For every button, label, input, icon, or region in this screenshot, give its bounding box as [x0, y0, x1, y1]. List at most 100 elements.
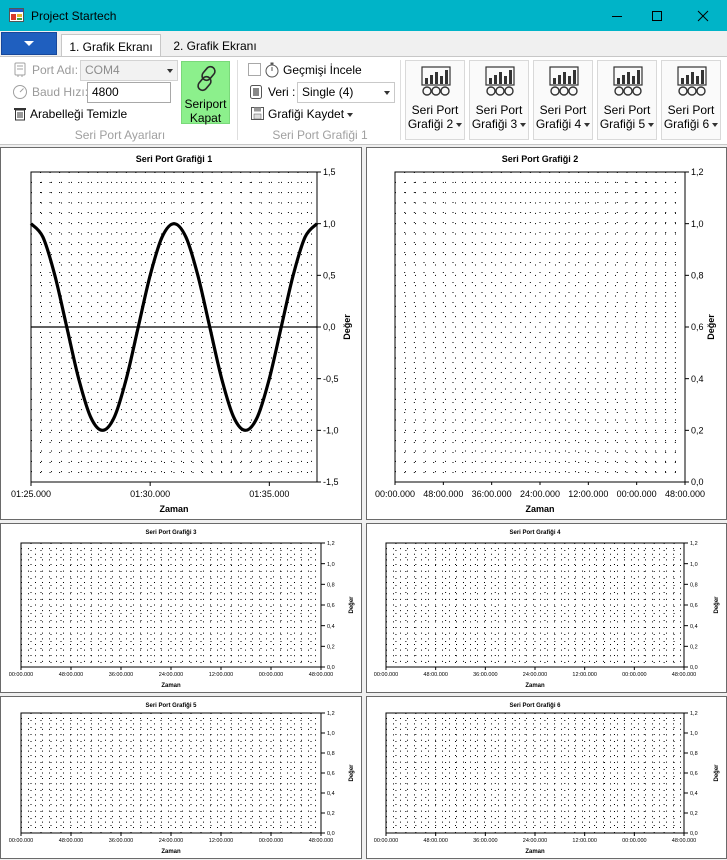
chart-panel-2: Seri Port Grafiği 2 Zaman Değer 1,2 1,0 0,8 0,…: [366, 147, 727, 520]
graph-button-label-2: Grafiği 4: [534, 117, 592, 131]
y-tick-label: 0,8: [690, 751, 698, 757]
trash-icon: [14, 108, 26, 121]
minimize-button[interactable]: [595, 0, 639, 31]
x-axis-label: Zaman: [159, 504, 188, 514]
x-tick-label: 36:00.000: [473, 672, 497, 678]
plot-area: [385, 712, 685, 834]
x-tick-label: 36:00.000: [473, 838, 497, 844]
port-name-select[interactable]: COM4: [80, 60, 178, 81]
x-tick-label: 24:00.000: [523, 672, 547, 678]
chart-2: Seri Port Grafiği 2 Zaman Değer 1,2 1,0 0,8 0,…: [375, 154, 716, 514]
y-tick-label: 0,6: [690, 771, 698, 777]
x-tick-label: 12:00.000: [209, 672, 233, 678]
y-axis-label: Değer: [706, 314, 716, 340]
chart-title: Seri Port Grafiği 4: [509, 530, 561, 536]
plot-area: [20, 712, 322, 834]
graph-button-4[interactable]: Seri Port Grafiği 4: [533, 60, 593, 140]
x-tick-label: 48:00.000: [423, 489, 463, 499]
save-chart-label: Grafiği Kaydet: [268, 107, 345, 121]
chevron-down-icon: [712, 122, 719, 127]
y-axis-label: Değer: [714, 764, 720, 782]
y-tick-label: 0,2: [691, 425, 704, 435]
y-tick-label: 0,8: [327, 582, 335, 588]
baud-rate-value: 4800: [92, 85, 119, 99]
history-label: Geçmişi İncele: [283, 63, 362, 77]
history-checkbox[interactable]: [248, 63, 261, 76]
tab-label: 2. Grafik Ekranı: [173, 39, 257, 53]
y-tick-label: 1,0: [327, 731, 335, 737]
x-tick-label: 00:00.000: [617, 489, 657, 499]
chevron-down-icon: [384, 91, 390, 95]
graph-button-3[interactable]: Seri Port Grafiği 3: [469, 60, 529, 140]
chevron-down-icon: [584, 122, 591, 127]
clear-buffer-button[interactable]: Arabelleği Temizle: [30, 107, 128, 121]
window-title: Project Startech: [31, 9, 117, 23]
port-icon: [14, 62, 26, 77]
graph-button-label-2-text: Grafiği 3: [471, 117, 518, 131]
save-chart-button[interactable]: Grafiği Kaydet: [268, 107, 354, 121]
y-tick-label: -1,0: [323, 425, 339, 435]
graph-button-label-2: Grafiği 3: [470, 117, 528, 131]
y-tick-label: 1,5: [323, 167, 336, 177]
x-tick-label: 00:00.000: [259, 672, 283, 678]
maximize-button[interactable]: [635, 0, 679, 31]
x-tick-label: 01:35.000: [249, 489, 289, 499]
y-tick-label: 0,4: [691, 374, 704, 384]
baud-rate-label: Baud Hızı:: [32, 85, 89, 99]
graph-button-label-2-text: Grafiği 5: [599, 117, 646, 131]
y-tick-label: 0,0: [327, 831, 335, 837]
chart-settings-icon: [677, 66, 707, 96]
group-separator: [237, 60, 238, 140]
x-tick-label: 00:00.000: [374, 672, 398, 678]
x-axis-label: Zaman: [161, 849, 181, 855]
stopwatch-icon: [265, 62, 279, 78]
x-tick-label: 36:00.000: [109, 838, 133, 844]
port-name-label: Port Adı:: [32, 63, 79, 77]
maximize-icon: [652, 10, 662, 21]
chart-4: Seri Port Grafiği 4 Zaman Değer 1,2 1,0 0,8 0,…: [374, 530, 720, 689]
application-menu-button[interactable]: [1, 32, 57, 55]
x-tick-label: 48:00.000: [309, 838, 333, 844]
y-tick-label: -1,5: [323, 477, 339, 487]
x-tick-label: 48:00.000: [672, 838, 696, 844]
group-separator: [400, 60, 401, 140]
chart-title: Seri Port Grafiği 3: [145, 530, 197, 536]
baud-rate-input[interactable]: 4800: [87, 82, 171, 103]
x-tick-label: 12:00.000: [568, 489, 608, 499]
chevron-down-icon: [648, 122, 655, 127]
close-button[interactable]: [681, 0, 725, 31]
y-tick-label: 1,2: [327, 541, 335, 547]
graph-button-5[interactable]: Seri Port Grafiği 5: [597, 60, 657, 140]
y-tick-label: 0,0: [691, 477, 704, 487]
gauge-icon: [13, 85, 27, 99]
close-icon: [697, 10, 709, 21]
chart-1: Seri Port Grafiği 1 Zaman Değer 1,5 1,0 0,5 0,…: [11, 154, 352, 514]
graph-button-2[interactable]: Seri Port Grafiği 2: [405, 60, 465, 140]
graph-button-6[interactable]: Seri Port Grafiği 6: [661, 60, 721, 140]
tab-grafik-ekrani-2[interactable]: 2. Grafik Ekranı: [165, 34, 265, 57]
graph-button-label-1: Seri Port: [411, 103, 459, 117]
chart-panel-4: Seri Port Grafiği 4 Zaman Değer 1,2 1,0 0,8 0,…: [366, 523, 727, 693]
x-tick-label: 48:00.000: [59, 672, 83, 678]
y-axis-label: Değer: [342, 314, 352, 340]
y-tick-label: 0,5: [323, 270, 336, 280]
x-tick-label: 12:00.000: [209, 838, 233, 844]
chart-3: Seri Port Grafiği 3 Zaman Değer 1,2 1,0 0,8 0,…: [9, 530, 355, 689]
x-tick-label: 01:25.000: [11, 489, 51, 499]
x-tick-label: 00:00.000: [9, 672, 33, 678]
tab-grafik-ekrani-1[interactable]: 1. Grafik Ekranı: [61, 34, 161, 57]
close-serial-port-button[interactable]: Seriport Kapat: [181, 61, 230, 125]
plot-area: [394, 171, 686, 483]
chart-title: Seri Port Grafiği 2: [502, 154, 579, 164]
chart-settings-icon: [613, 66, 643, 96]
port-name-value: COM4: [85, 63, 120, 77]
data-type-select[interactable]: Single (4): [297, 82, 395, 103]
chart-6: Seri Port Grafiği 6 Zaman Değer 1,2 1,0 0,8 0,…: [374, 703, 720, 855]
y-tick-label: 0,0: [327, 665, 335, 671]
x-tick-label: 24:00.000: [520, 489, 560, 499]
y-tick-label: 0,2: [690, 811, 698, 817]
y-tick-label: -0,5: [323, 374, 339, 384]
y-tick-label: 1,0: [327, 562, 335, 568]
save-icon: [251, 107, 264, 120]
chart-title: Seri Port Grafiği 5: [145, 703, 197, 709]
